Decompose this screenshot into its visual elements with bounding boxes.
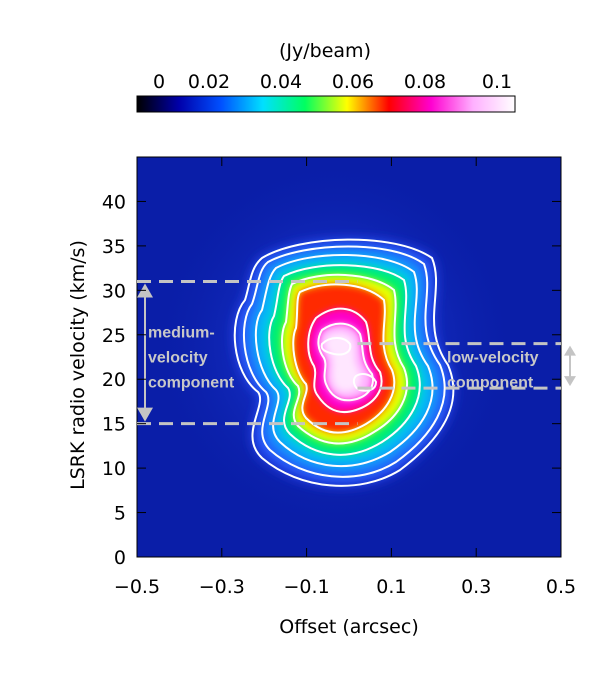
y-tick-label: 40: [102, 191, 126, 213]
plot-area: [137, 157, 561, 557]
colorbar-label: (Jy/beam): [279, 40, 371, 62]
colorbar: (Jy/beam) 0 0.02 0.04 0.06 0.08 0.1: [136, 40, 516, 113]
x-tick-label: 0.1: [376, 576, 406, 598]
y-tick-label: 10: [102, 458, 126, 480]
colorbar-tick-labels: 0 0.02 0.04 0.06 0.08 0.1: [153, 71, 512, 93]
component-annotations: medium-velocity component low-velocity comp…: [137, 279, 576, 426]
y-tick-label: 35: [102, 236, 126, 258]
y-tick-label: 30: [102, 280, 126, 302]
colorbar-tick-label: 0.04: [260, 71, 302, 93]
arrow-head-down: [137, 407, 153, 422]
colorbar-tick-label: 0.08: [404, 71, 446, 93]
component-label: low-velocity: [447, 350, 539, 367]
contour-line: [233, 238, 455, 487]
component-label: velocity: [148, 349, 208, 366]
contour-lines: [233, 238, 455, 487]
arrow-head-up: [564, 345, 576, 356]
arrow-head-down: [564, 376, 576, 387]
contour-peak-upper: [320, 337, 352, 356]
y-tick-label: 5: [114, 503, 126, 525]
contour-line: [268, 264, 421, 456]
x-tick-label: −0.1: [284, 576, 330, 598]
component-label: component: [447, 375, 534, 392]
component-label: medium-: [148, 324, 215, 341]
contour-line: [317, 322, 374, 402]
colorbar-tick-label: 0.06: [332, 71, 374, 93]
y-axis-label: LSRK radio velocity (km/s): [67, 240, 89, 490]
x-tick-label: −0.3: [199, 576, 245, 598]
y-axis-ticks: 0 5 10 15 20 25 30 35 40: [102, 191, 561, 569]
colorbar-tick-label: 0.1: [482, 71, 512, 93]
x-tick-label: −0.5: [114, 576, 160, 598]
x-axis-label: Offset (arcsec): [279, 616, 418, 638]
emission-layer: [325, 332, 362, 392]
colorbar-tick-label: 0.02: [188, 71, 230, 93]
contour-line: [307, 307, 383, 414]
x-tick-label: 0.3: [461, 576, 491, 598]
emission-layers: [234, 239, 454, 486]
contour-line: [254, 253, 434, 468]
plot-frame: [136, 156, 562, 558]
x-axis-ticks: −0.5 −0.3 −0.1 0.1 0.3 0.5: [114, 157, 576, 598]
contour-line: [292, 283, 396, 434]
contour-line: [281, 273, 409, 445]
contour-line: [242, 245, 446, 478]
colorbar-bar: [136, 95, 516, 113]
y-tick-label: 25: [102, 325, 126, 347]
y-tick-label: 15: [102, 414, 126, 436]
component-label: component: [148, 374, 235, 391]
colorbar-tick-label: 0: [153, 71, 165, 93]
y-tick-label: 20: [102, 369, 126, 391]
contour-peak-lower: [352, 373, 378, 392]
y-tick-label: 0: [114, 547, 126, 569]
x-tick-label: 0.5: [546, 576, 576, 598]
